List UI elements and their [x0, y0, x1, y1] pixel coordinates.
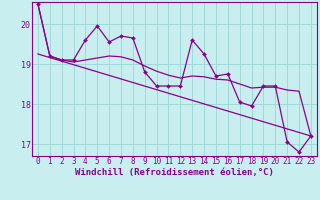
- X-axis label: Windchill (Refroidissement éolien,°C): Windchill (Refroidissement éolien,°C): [75, 168, 274, 177]
